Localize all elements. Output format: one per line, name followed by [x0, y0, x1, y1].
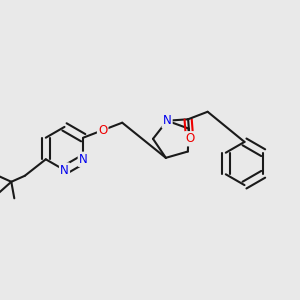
- Text: N: N: [79, 153, 88, 166]
- Text: O: O: [98, 124, 107, 137]
- Text: N: N: [163, 114, 172, 127]
- Text: N: N: [60, 164, 69, 177]
- Text: O: O: [185, 132, 194, 145]
